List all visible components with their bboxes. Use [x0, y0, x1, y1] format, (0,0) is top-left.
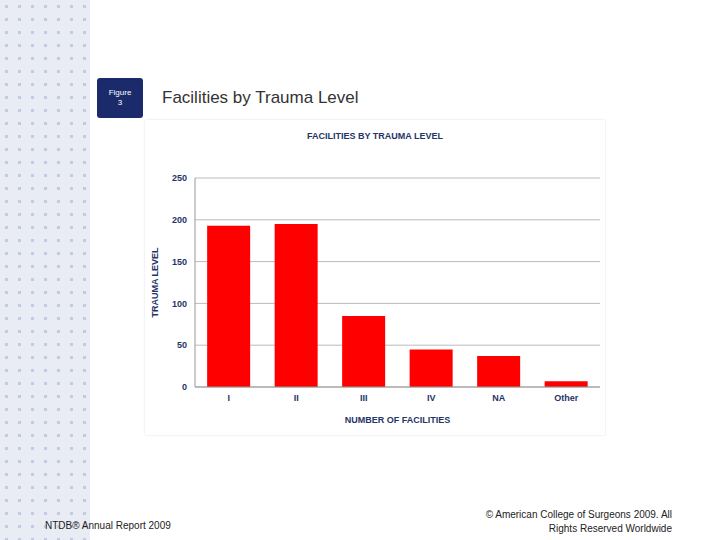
- html-text:3: 3: [117, 98, 123, 107]
- svg-text:200: 200: [172, 215, 187, 225]
- html-text:© American College of Surgeons: © American College of Surgeons 2009. All: [485, 509, 672, 520]
- html-text:Figure: Figure: [108, 88, 132, 97]
- html-text:Rights Reserved Worldwide: Rights Reserved Worldwide: [548, 523, 672, 534]
- html-text:FACILITIES BY TRAUMA LEVEL: FACILITIES BY TRAUMA LEVEL: [307, 131, 443, 141]
- svg-text:100: 100: [172, 299, 187, 309]
- svg-text:Other: Other: [554, 393, 579, 403]
- svg-text:0: 0: [182, 382, 187, 392]
- svg-text:II: II: [294, 393, 299, 403]
- html-text:Facilities by Trauma Level: Facilities by Trauma Level: [162, 88, 359, 107]
- svg-text:50: 50: [177, 340, 187, 350]
- svg-text:NA: NA: [492, 393, 505, 403]
- svg-text:TRAUMA LEVEL: TRAUMA LEVEL: [150, 247, 160, 318]
- svg-text:III: III: [360, 393, 368, 403]
- html-text:NTDB® Annual Report 2009: NTDB® Annual Report 2009: [45, 520, 171, 531]
- svg-text:150: 150: [172, 257, 187, 267]
- svg-text:I: I: [227, 393, 230, 403]
- svg-text:NUMBER OF FACILITIES: NUMBER OF FACILITIES: [345, 415, 451, 425]
- svg-text:250: 250: [172, 173, 187, 183]
- svg-text:IV: IV: [427, 393, 436, 403]
